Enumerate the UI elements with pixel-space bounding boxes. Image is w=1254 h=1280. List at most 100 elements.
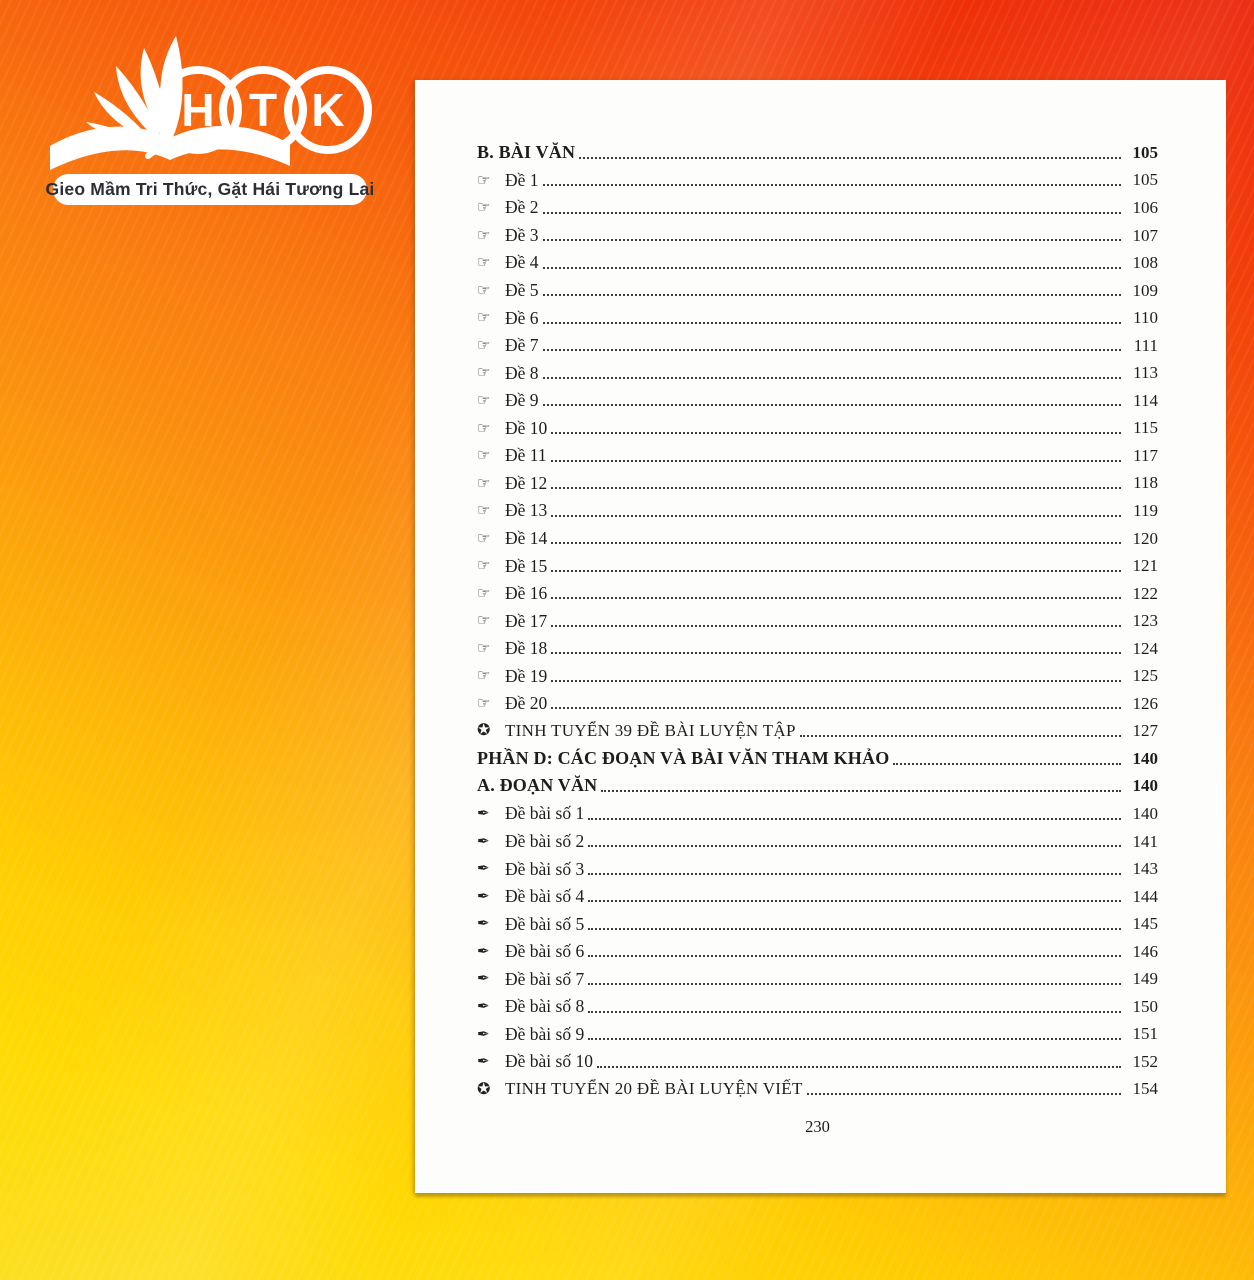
circled-star-icon: ✪: [477, 1080, 491, 1098]
toc-entry-page: 108: [1132, 253, 1159, 273]
toc-entry-page: 121: [1132, 556, 1159, 576]
writing-pen-icon: ✒: [477, 861, 490, 878]
toc-row: ✪ TINH TUYỂN 39 ĐỀ BÀI LUYỆN TẬP 127: [477, 714, 1158, 742]
toc-entry-label: Đề bài số 3: [505, 858, 585, 879]
dot-leader: [551, 487, 1121, 490]
dot-leader: [588, 817, 1121, 820]
toc-entry-page: 151: [1132, 1024, 1159, 1044]
toc-row: ☞ Đề 1 105: [477, 164, 1158, 192]
toc-entry-page: 140: [1132, 803, 1159, 823]
writing-pen-icon: ✒: [477, 806, 490, 823]
toc-row: ☞ Đề 8 113: [477, 356, 1158, 384]
dot-leader: [542, 376, 1121, 379]
dot-leader: [588, 1038, 1121, 1041]
toc-entry-label: Đề bài số 9: [505, 1023, 585, 1044]
dot-leader: [542, 184, 1121, 187]
dot-leader: [588, 982, 1121, 985]
toc-entry-label: PHẦN D: CÁC ĐOẠN VÀ BÀI VĂN THAM KHẢO: [477, 747, 890, 768]
toc-entry-label: Đề 2: [505, 197, 539, 218]
toc-row: ✒ Đề bài số 10 152: [477, 1045, 1158, 1073]
dot-leader: [588, 845, 1121, 848]
toc-entry-page: 149: [1132, 969, 1159, 989]
pointing-finger-icon: ☞: [477, 282, 491, 299]
logo-tagline-text: Gieo Mầm Tri Thức, Gặt Hái Tương Lai: [45, 179, 375, 199]
pointing-finger-icon: ☞: [477, 172, 491, 189]
toc-entry-label: Đề 16: [505, 583, 548, 604]
toc-entry-page: 111: [1133, 335, 1158, 355]
toc-entry-page: 113: [1133, 363, 1158, 383]
toc-entry-label: Đề 7: [505, 335, 539, 356]
dot-leader: [542, 349, 1121, 352]
toc-entry-label: Đề 6: [505, 307, 539, 328]
pointing-finger-icon: ☞: [477, 530, 491, 547]
toc-row: ✒ Đề bài số 7 149: [477, 962, 1158, 990]
toc-entry-label: Đề 9: [505, 390, 539, 411]
toc-row: ☞ Đề 5 109: [477, 274, 1158, 302]
dot-leader: [551, 597, 1121, 600]
pointing-finger-icon: ☞: [477, 448, 491, 465]
writing-pen-icon: ✒: [477, 971, 490, 988]
toc-entry-label: Đề bài số 2: [505, 830, 585, 851]
toc-entry-label: Đề 15: [505, 555, 548, 576]
toc-entry-page: 118: [1133, 473, 1158, 493]
logo-letter-h: H: [181, 84, 214, 136]
pointing-finger-icon: ☞: [477, 365, 491, 382]
writing-pen-icon: ✒: [477, 1054, 490, 1071]
writing-pen-icon: ✒: [477, 1026, 490, 1043]
dot-leader: [579, 156, 1121, 159]
toc-entry-label: Đề 1: [505, 169, 539, 190]
dot-leader: [551, 514, 1121, 517]
dot-leader: [601, 790, 1121, 793]
toc-entry-page: 123: [1132, 611, 1159, 631]
toc-page: B. BÀI VĂN 105 ☞ Đề 1 105 ☞ Đề 2 106 ☞ Đ…: [415, 80, 1226, 1193]
dot-leader: [551, 624, 1121, 627]
toc-entry-label: Đề bài số 5: [505, 913, 585, 934]
dot-leader: [542, 321, 1121, 324]
toc-entry-page: 144: [1132, 886, 1159, 906]
dot-leader: [542, 239, 1121, 242]
toc-row: ✒ Đề bài số 8 150: [477, 990, 1158, 1018]
toc-entry-page: 126: [1132, 693, 1159, 713]
toc-row: ☞ Đề 20 126: [477, 687, 1158, 715]
logo-tagline-pill: Gieo Mầm Tri Thức, Gặt Hái Tương Lai: [46, 174, 374, 205]
logo-letters: H T K: [181, 84, 344, 136]
toc-entry-label: Đề 4: [505, 252, 539, 273]
toc-row: ☞ Đề 15 121: [477, 549, 1158, 577]
toc-entry-page: 105: [1132, 142, 1159, 162]
toc-row: ☞ Đề 18 124: [477, 632, 1158, 660]
toc-entry-page: 140: [1132, 748, 1159, 768]
pointing-finger-icon: ☞: [477, 503, 491, 520]
toc-entry-page: 154: [1132, 1079, 1159, 1099]
dot-leader: [551, 569, 1121, 572]
toc-row: A. ĐOẠN VĂN 140: [477, 770, 1158, 798]
toc-entry-page: 119: [1133, 500, 1158, 520]
toc-entry-label: Đề 5: [505, 280, 539, 301]
toc-entry-page: 140: [1132, 776, 1159, 796]
circled-star-icon: ✪: [477, 722, 491, 740]
dot-leader: [588, 872, 1121, 875]
toc-entry-label: Đề 3: [505, 224, 539, 245]
toc-entry-page: 146: [1132, 941, 1159, 961]
toc-row: ☞ Đề 9 114: [477, 384, 1158, 412]
toc-row: ✒ Đề bài số 1 140: [477, 797, 1158, 825]
toc-row: ☞ Đề 17 123: [477, 604, 1158, 632]
toc-row: PHẦN D: CÁC ĐOẠN VÀ BÀI VĂN THAM KHẢO 14…: [477, 742, 1158, 770]
pointing-finger-icon: ☞: [477, 668, 491, 685]
toc-row: ☞ Đề 11 117: [477, 439, 1158, 467]
pointing-finger-icon: ☞: [477, 420, 491, 437]
toc-entry-page: 124: [1132, 638, 1159, 658]
logo-book-icon: [50, 125, 290, 170]
toc-row: ☞ Đề 12 118: [477, 467, 1158, 495]
toc-entry-page: 120: [1132, 528, 1159, 548]
writing-pen-icon: ✒: [477, 833, 490, 850]
toc-entry-page: 152: [1132, 1051, 1159, 1071]
toc-entry-label: Đề 18: [505, 638, 548, 659]
toc-entry-label: B. BÀI VĂN: [477, 141, 576, 162]
toc-row: ☞ Đề 14 120: [477, 522, 1158, 550]
toc-entry-page: 107: [1132, 225, 1159, 245]
pointing-finger-icon: ☞: [477, 337, 491, 354]
pointing-finger-icon: ☞: [477, 255, 491, 272]
dot-leader: [596, 1065, 1121, 1068]
pointing-finger-icon: ☞: [477, 585, 491, 602]
toc-entry-label: Đề 8: [505, 362, 539, 383]
